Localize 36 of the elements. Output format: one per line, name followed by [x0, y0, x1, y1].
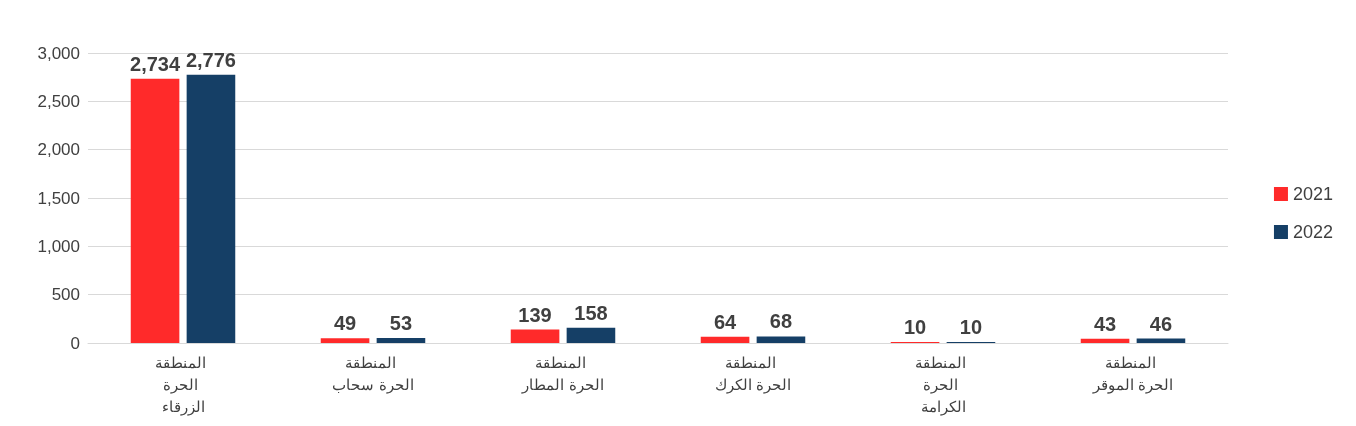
data-label: 68	[769, 310, 793, 333]
bar	[186, 74, 236, 343]
data-label: 2,776	[185, 48, 236, 71]
data-label: 2,734	[130, 52, 181, 75]
data-label: 49	[333, 312, 357, 335]
x-tick-label: المنطقة الحرة الكرامة	[915, 353, 971, 416]
x-tick-label: المنطقة الحرة الزرقاء	[155, 353, 211, 416]
data-label: 46	[1149, 312, 1173, 335]
y-tick-label: 1,000	[37, 236, 80, 256]
data-label: 53	[389, 311, 413, 334]
bar	[376, 337, 426, 343]
x-tick-label: المنطقة الحرة المطار	[521, 353, 604, 394]
data-label: 64	[713, 310, 738, 333]
data-label: 10	[903, 316, 927, 339]
data-label: 139	[518, 303, 552, 326]
y-tick-label: 2,500	[37, 91, 80, 111]
bar	[756, 336, 806, 343]
data-label: 158	[574, 301, 608, 324]
x-tick-label: المنطقة الحرة سحاب	[332, 353, 414, 394]
bar	[510, 329, 560, 343]
y-tick-label: 500	[51, 285, 80, 305]
bar	[130, 78, 180, 343]
y-tick-label: 0	[70, 333, 80, 353]
y-tick-label: 3,000	[37, 43, 80, 63]
x-tick-label: المنطقة الحرة الكرك	[714, 353, 792, 394]
bar	[566, 327, 616, 343]
y-tick-label: 1,500	[37, 188, 80, 208]
data-label: 10	[959, 316, 983, 339]
x-tick-label: المنطقة الحرة الموقر	[1091, 353, 1174, 394]
bar	[700, 336, 750, 343]
data-label: 43	[1093, 312, 1117, 335]
bar	[320, 338, 370, 343]
y-tick-label: 2,000	[37, 140, 80, 160]
bar	[1080, 338, 1130, 343]
legend-label: 2021	[1292, 184, 1333, 204]
legend-label: 2022	[1292, 222, 1333, 242]
